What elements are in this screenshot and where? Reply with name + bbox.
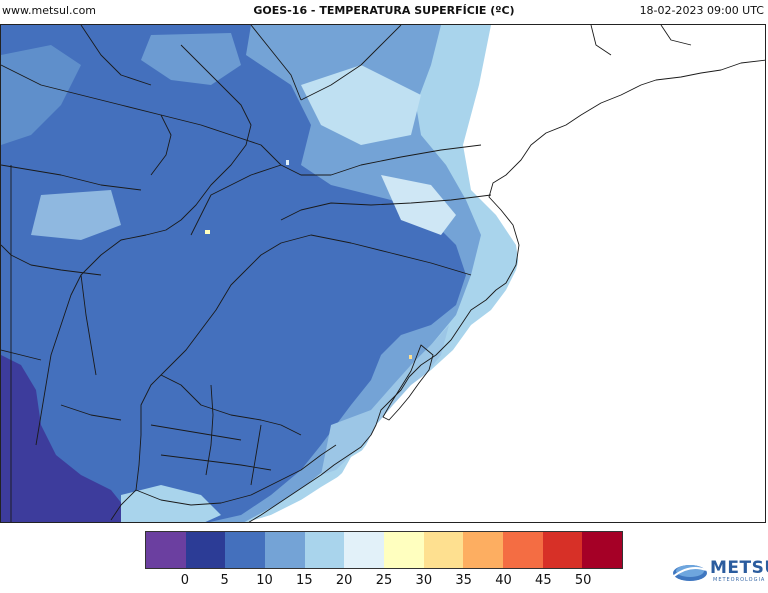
field-coldest-sw: [1, 355, 131, 522]
colorbar-tick-label: 40: [495, 573, 512, 588]
colorbar-tick-label: 0: [180, 573, 189, 588]
uy-dep-5: [250, 424, 262, 486]
br-north-8: [660, 25, 692, 46]
colorbar-segment: [463, 532, 504, 568]
field-ocean: [247, 25, 765, 522]
map-title: GOES-16 - TEMPERATURA SUPERFÍCIE (ºC): [253, 4, 515, 17]
ar-prov-2: [1, 244, 102, 276]
colorbar: [145, 531, 623, 569]
field-mild-ne: [381, 175, 456, 235]
colorbar-tick-label: 20: [335, 573, 353, 588]
colorbar-tick-label: 35: [455, 573, 472, 588]
colorbar-segment: [542, 532, 583, 568]
colorbar-tick-label: 15: [296, 573, 313, 588]
border-arg-par: [35, 234, 147, 446]
ar-prov-1: [1, 164, 142, 191]
field-cold-main: [1, 25, 466, 522]
border-rio-uruguay-2: [110, 489, 137, 521]
border-pr-sc: [280, 194, 492, 221]
logo-name: METSUL: [710, 558, 768, 578]
warm-spots: [205, 160, 412, 359]
site-url: www.metsul.com: [2, 4, 97, 17]
br-north-7: [590, 25, 612, 56]
border-ms: [190, 164, 282, 236]
field-coast-south: [321, 325, 449, 475]
uy-dep-4: [205, 384, 214, 476]
br-north-1: [1, 64, 202, 126]
colorbar-segment: [265, 532, 305, 568]
colorbar-segment: [503, 532, 543, 568]
warm-spot-1: [205, 230, 210, 234]
ar-prov-5: [60, 404, 122, 421]
coastline: [248, 59, 765, 522]
map-canvas: [1, 25, 765, 522]
country-borders: [1, 25, 765, 522]
border-sp-pr: [280, 144, 482, 176]
map-datetime: 18-02-2023 09:00 UTC: [639, 4, 764, 17]
warm-spot-3: [286, 160, 289, 165]
colorbar-segment: [423, 532, 464, 568]
colorbar-tick-label: 45: [535, 573, 552, 588]
border-sc-rs: [245, 234, 472, 276]
border-paraguay: [145, 44, 252, 236]
colorbar-tick-label: 30: [415, 573, 433, 588]
br-north-2: [80, 25, 152, 86]
logo-subtitle: METEOROLOGIA: [713, 577, 766, 583]
colorbar-segment: [225, 532, 266, 568]
uy-dep-3: [160, 454, 272, 471]
colorbar-tick-label: 10: [256, 573, 273, 588]
globe-icon: [673, 565, 707, 581]
ar-prov-4: [1, 349, 42, 361]
field-patch-n: [141, 33, 241, 85]
br-north-6: [200, 124, 282, 166]
colorbar-segment: [344, 532, 385, 568]
field-patch-nw: [1, 45, 81, 145]
colorbar-segment: [146, 532, 186, 568]
colorbar-tick-label: 50: [574, 573, 592, 588]
colorbar-ticks: 0 5 10 15 20 25 30 35 40 45 50: [145, 573, 623, 591]
colorbar-segment: [384, 532, 424, 568]
uy-dep-1: [160, 374, 302, 436]
temperature-map: [0, 24, 766, 523]
br-north-3: [250, 25, 302, 101]
uy-dep-2: [150, 424, 242, 441]
field-ne-land: [481, 25, 765, 185]
colorbar-segment: [185, 532, 226, 568]
colorbar-tick-label: 5: [220, 573, 229, 588]
colorbar-tick-label: 25: [375, 573, 393, 588]
temperature-field: [1, 25, 765, 522]
br-north-4: [300, 25, 402, 101]
field-patch-c: [31, 190, 121, 240]
border-rio-uruguay: [135, 444, 337, 506]
border-uruguay: [135, 269, 247, 491]
colorbar-segment: [304, 532, 345, 568]
warm-spot-2: [409, 355, 412, 359]
br-north-5: [150, 114, 172, 176]
colorbar-segment: [582, 532, 623, 568]
metsul-logo: METSUL METEOROLOGIA: [670, 556, 768, 586]
ar-prov-6: [80, 274, 97, 376]
lagoa-dos-patos: [382, 344, 434, 421]
